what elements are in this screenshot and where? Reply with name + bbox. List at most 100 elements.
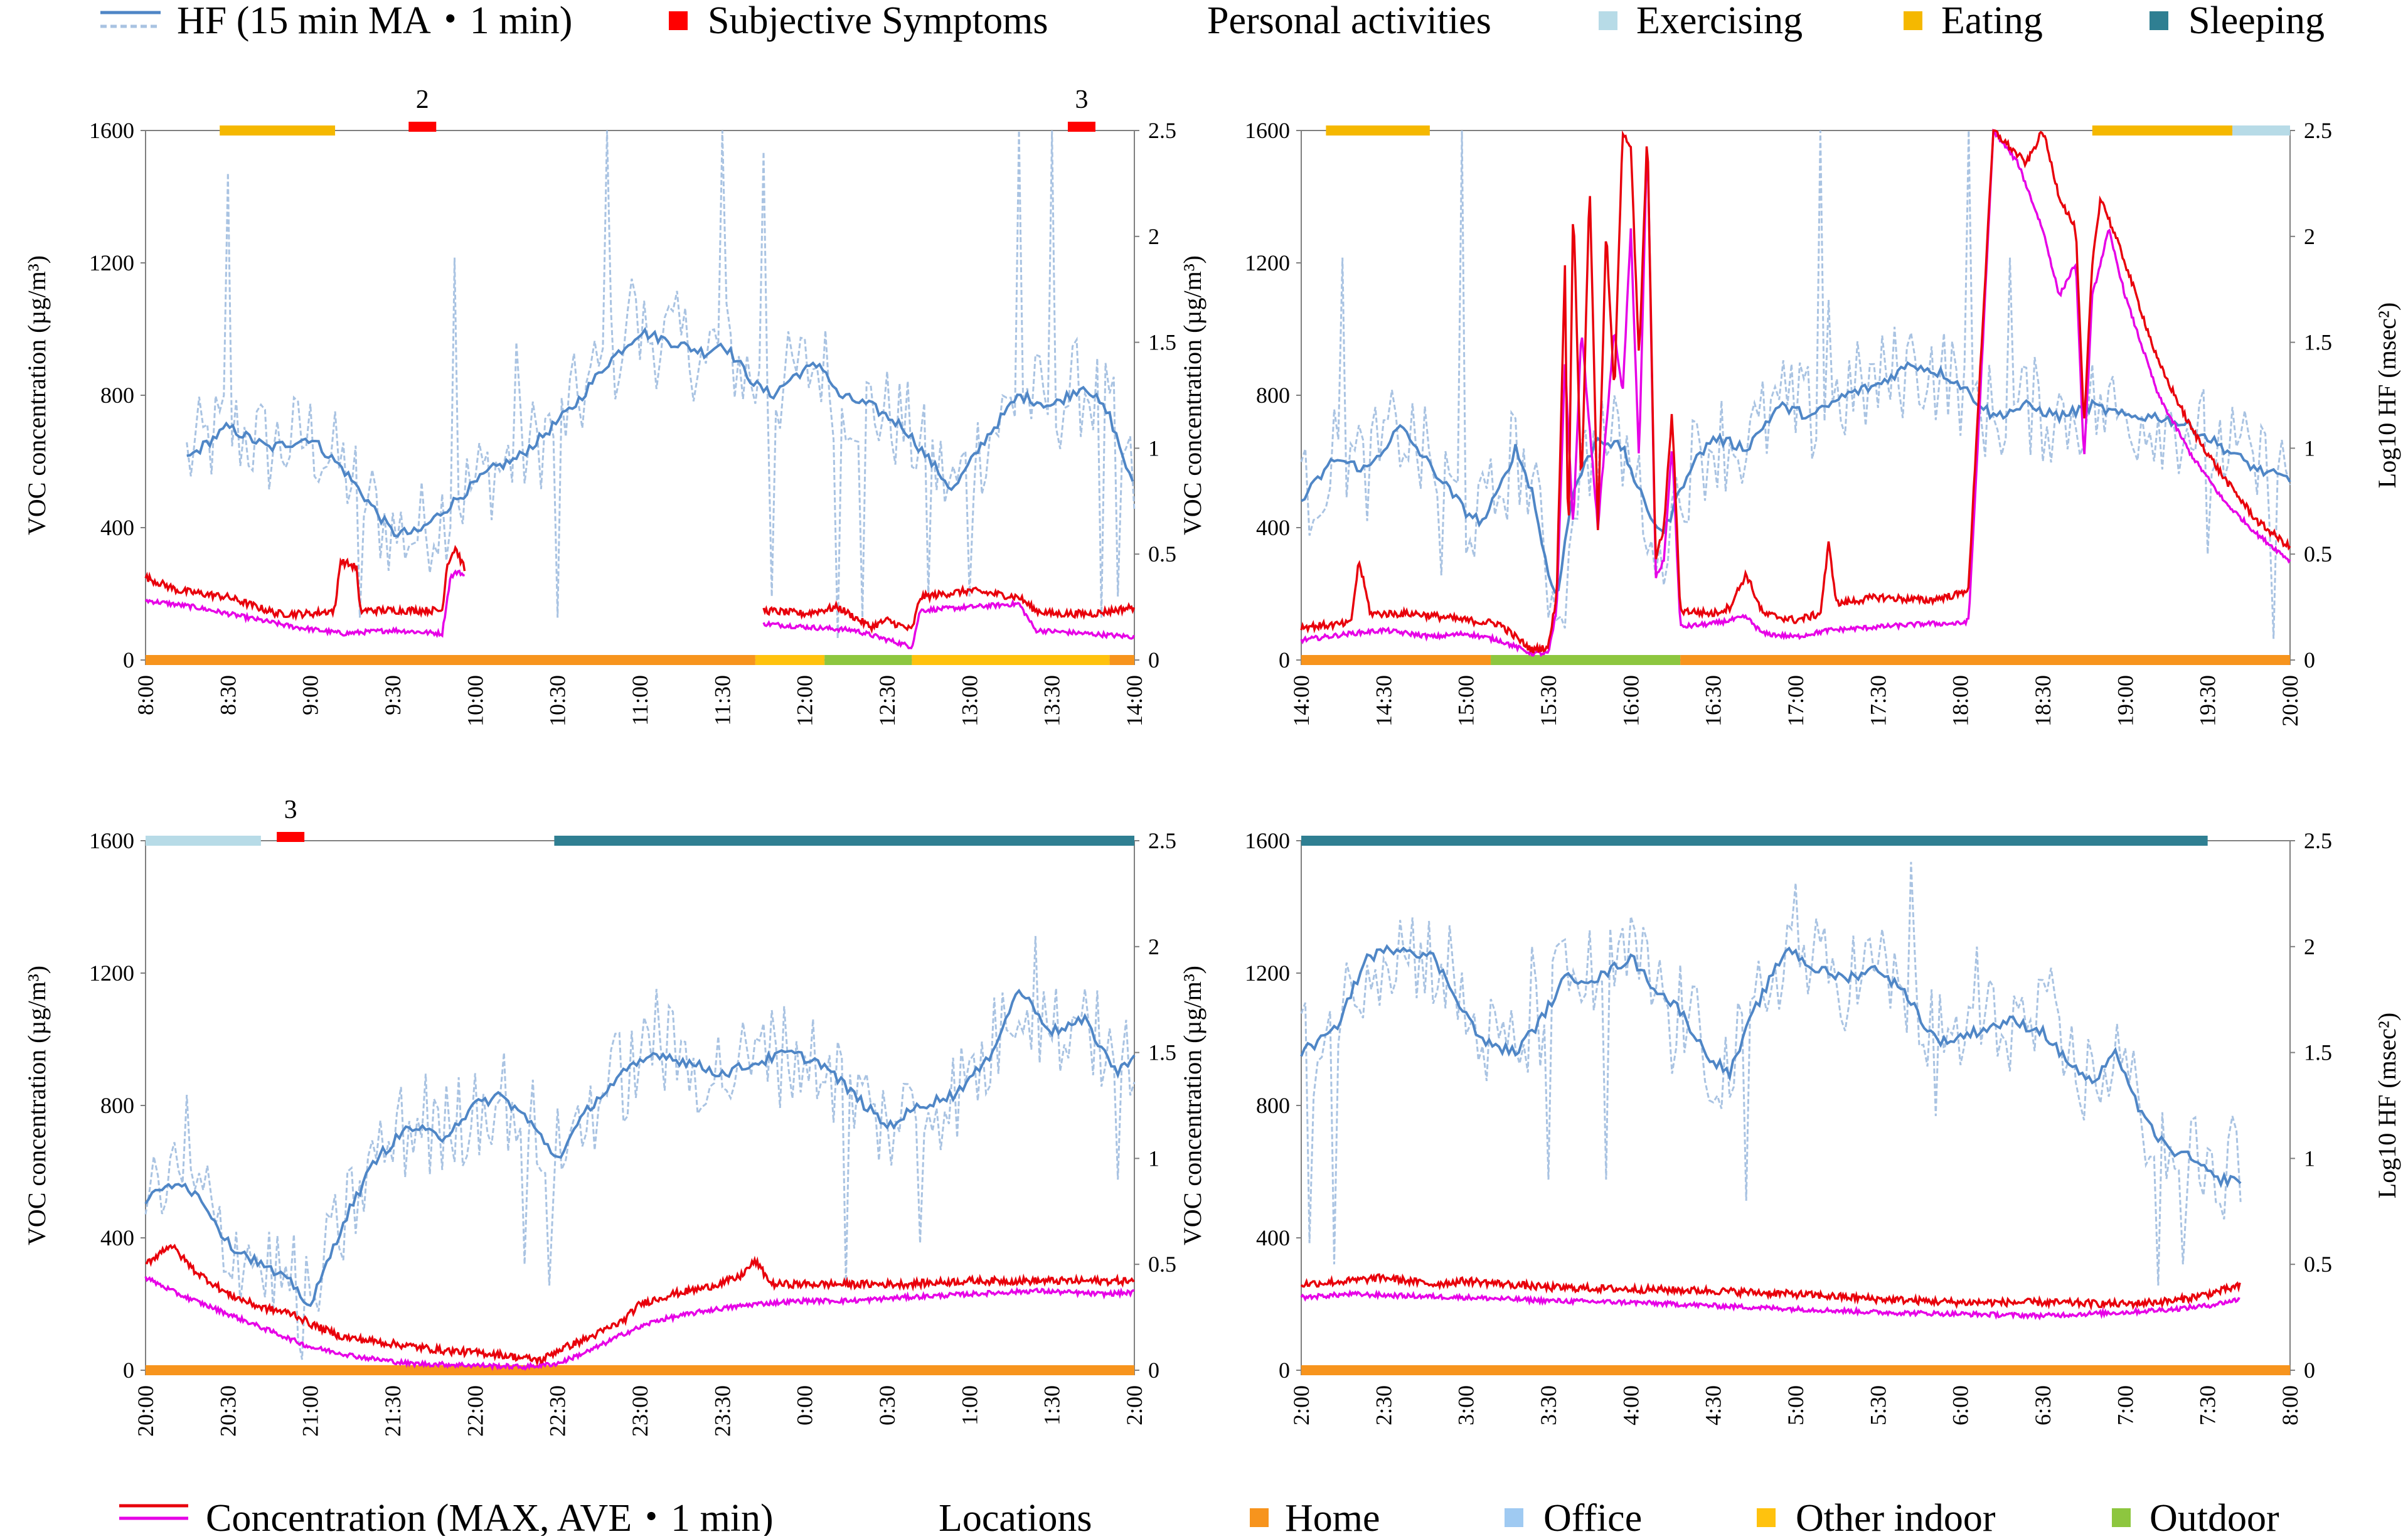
y-right-tick-label: 0.5: [1148, 541, 1176, 567]
y-left-tick-label: 400: [1256, 515, 1290, 540]
y-right-tick-label: 2: [2304, 224, 2315, 249]
y-right-tick-label: 2.5: [1148, 828, 1176, 853]
y-left-tick-label: 800: [100, 383, 134, 408]
y-right-tick-label: 2.5: [1148, 118, 1176, 143]
symptom-marker: [277, 832, 305, 842]
exercising-legend-label: Exercising: [1636, 0, 1803, 42]
x-tick-label: 11:30: [710, 675, 735, 726]
x-tick-label: 21:30: [380, 1385, 405, 1437]
x-tick-label: 5:30: [1865, 1385, 1890, 1425]
x-tick-label: 15:30: [1536, 675, 1561, 727]
y-left-tick-label: 800: [1256, 1093, 1290, 1118]
location-bar-other-indoor: [755, 655, 825, 665]
y-left-tick-label: 400: [100, 515, 134, 540]
x-tick-label: 1:00: [957, 1385, 982, 1425]
outdoor-legend-label: Outdoor: [2150, 1497, 2279, 1536]
symptom-marker: [1067, 122, 1095, 132]
y-left-tick-label: 1200: [1245, 250, 1290, 275]
x-tick-label: 18:00: [1948, 675, 1973, 727]
y-right-tick-label: 2: [1148, 224, 1159, 249]
activity-bar-eating: [220, 125, 336, 136]
x-tick-label: 4:30: [1701, 1385, 1726, 1425]
y-left-tick-label: 400: [1256, 1225, 1290, 1250]
x-tick-label: 20:00: [2277, 675, 2303, 727]
legend-bottom: Concentration (MAX, AVE・1 min) Locations…: [119, 1497, 2279, 1539]
y-left-tick-label: 0: [1279, 1358, 1290, 1383]
voc-max-series: [145, 1243, 1135, 1367]
y-right-tick-label: 0: [2304, 647, 2315, 673]
x-tick-label: 19:30: [2195, 675, 2220, 727]
y-right-tick-label: 1.5: [2304, 1040, 2332, 1065]
location-bar-other-indoor: [912, 655, 1110, 665]
x-tick-label: 20:30: [215, 1385, 240, 1437]
hf-ma-series: [144, 988, 1136, 1307]
location-bar-home: [1680, 655, 2290, 665]
chart-panel-1: 0 400 800 1200 1600 0 0.5 1 1.5 2 2.5 8:00 8:30 9:00 9…: [23, 85, 1176, 727]
x-tick-label: 7:30: [2195, 1385, 2220, 1425]
activity-bar-sleeping: [554, 836, 1134, 846]
eating-legend-label: Eating: [1941, 0, 2043, 42]
x-tick-label: 10:00: [462, 675, 487, 727]
x-tick-label: 6:00: [1948, 1385, 1973, 1425]
symptoms-legend-label: Subjective Symptoms: [708, 0, 1048, 42]
x-tick-label: 23:30: [710, 1385, 735, 1437]
symptom-label: 2: [416, 85, 429, 114]
y-left-tick-label: 1600: [89, 118, 134, 143]
x-tick-label: 1:30: [1040, 1385, 1065, 1425]
eating-legend-swatch: [1904, 11, 1922, 30]
y-right-tick-label: 0.5: [2304, 541, 2332, 567]
x-tick-label: 2:00: [1289, 1385, 1314, 1425]
y-left-tick-label: 1600: [1245, 118, 1290, 143]
y-right-tick-label: 0.5: [1148, 1252, 1176, 1277]
x-tick-label: 18:30: [2030, 675, 2055, 727]
activity-bar-eating: [1326, 125, 1430, 136]
y-left-tick-label: 1600: [89, 828, 134, 853]
location-bar-home: [1301, 1365, 2290, 1375]
x-tick-label: 12:00: [792, 675, 818, 727]
x-tick-label: 16:30: [1701, 675, 1726, 727]
y-left-axis-title: VOC concentration (µg/m³): [23, 255, 51, 535]
y-right-tick-label: 1: [2304, 1146, 2315, 1171]
location-bar-home: [146, 1365, 1134, 1375]
x-tick-label: 17:00: [1783, 675, 1808, 727]
x-tick-label: 19:00: [2112, 675, 2138, 727]
x-tick-label: 14:00: [1289, 675, 1314, 727]
x-tick-label: 5:00: [1783, 1385, 1808, 1425]
home-legend-swatch: [1250, 1508, 1269, 1527]
office-legend-swatch: [1505, 1508, 1523, 1527]
y-left-tick-label: 0: [123, 647, 134, 673]
voc-ave-series: [144, 569, 465, 639]
y-right-tick-label: 1: [1148, 1146, 1159, 1171]
voc-ave-series: [1300, 1289, 2240, 1321]
x-tick-label: 22:00: [462, 1385, 487, 1437]
plot-frame: [1301, 840, 2291, 1371]
activity-bar-exercising: [2232, 125, 2290, 136]
chart-panel-2: 0 400 800 1200 1600 0 0.5 1 1.5 2 2.5 14:00 14:30 15:…: [1178, 118, 2401, 727]
y-left-tick-label: 1200: [1245, 961, 1290, 986]
y-left-axis-title: VOC concentration (µg/m³): [23, 966, 51, 1245]
y-right-tick-label: 2: [1148, 934, 1159, 959]
x-tick-label: 0:30: [875, 1385, 900, 1425]
x-tick-label: 11:00: [627, 675, 653, 726]
voc-max-series: [1300, 1273, 2241, 1311]
voc-max-series: [762, 584, 1136, 634]
x-tick-label: 10:30: [545, 675, 570, 727]
x-tick-label: 9:00: [298, 675, 323, 715]
x-tick-label: 8:00: [133, 675, 158, 715]
legend-top: HF (15 min MA・1 min) Subjective Symptoms…: [100, 0, 2325, 42]
x-tick-label: 7:00: [2112, 1385, 2138, 1425]
location-bar-home: [1109, 655, 1134, 665]
y-left-axis-title: VOC concentration (µg/m³): [1178, 255, 1207, 535]
concentration-legend-label: Concentration (MAX, AVE・1 min): [206, 1497, 774, 1536]
chart-panel-4: 0 400 800 1200 1600 0 0.5 1 1.5 2 2.5 2:00 2:30 3:00 3…: [1178, 828, 2401, 1425]
y-right-tick-label: 0: [1148, 647, 1159, 673]
activity-bar-exercising: [146, 836, 261, 846]
symptom-marker: [408, 122, 437, 132]
x-tick-label: 15:00: [1454, 675, 1479, 727]
home-legend-label: Home: [1285, 1497, 1380, 1536]
y-right-tick-label: 1.5: [1148, 1040, 1176, 1065]
hf-ma-series: [186, 327, 1134, 538]
